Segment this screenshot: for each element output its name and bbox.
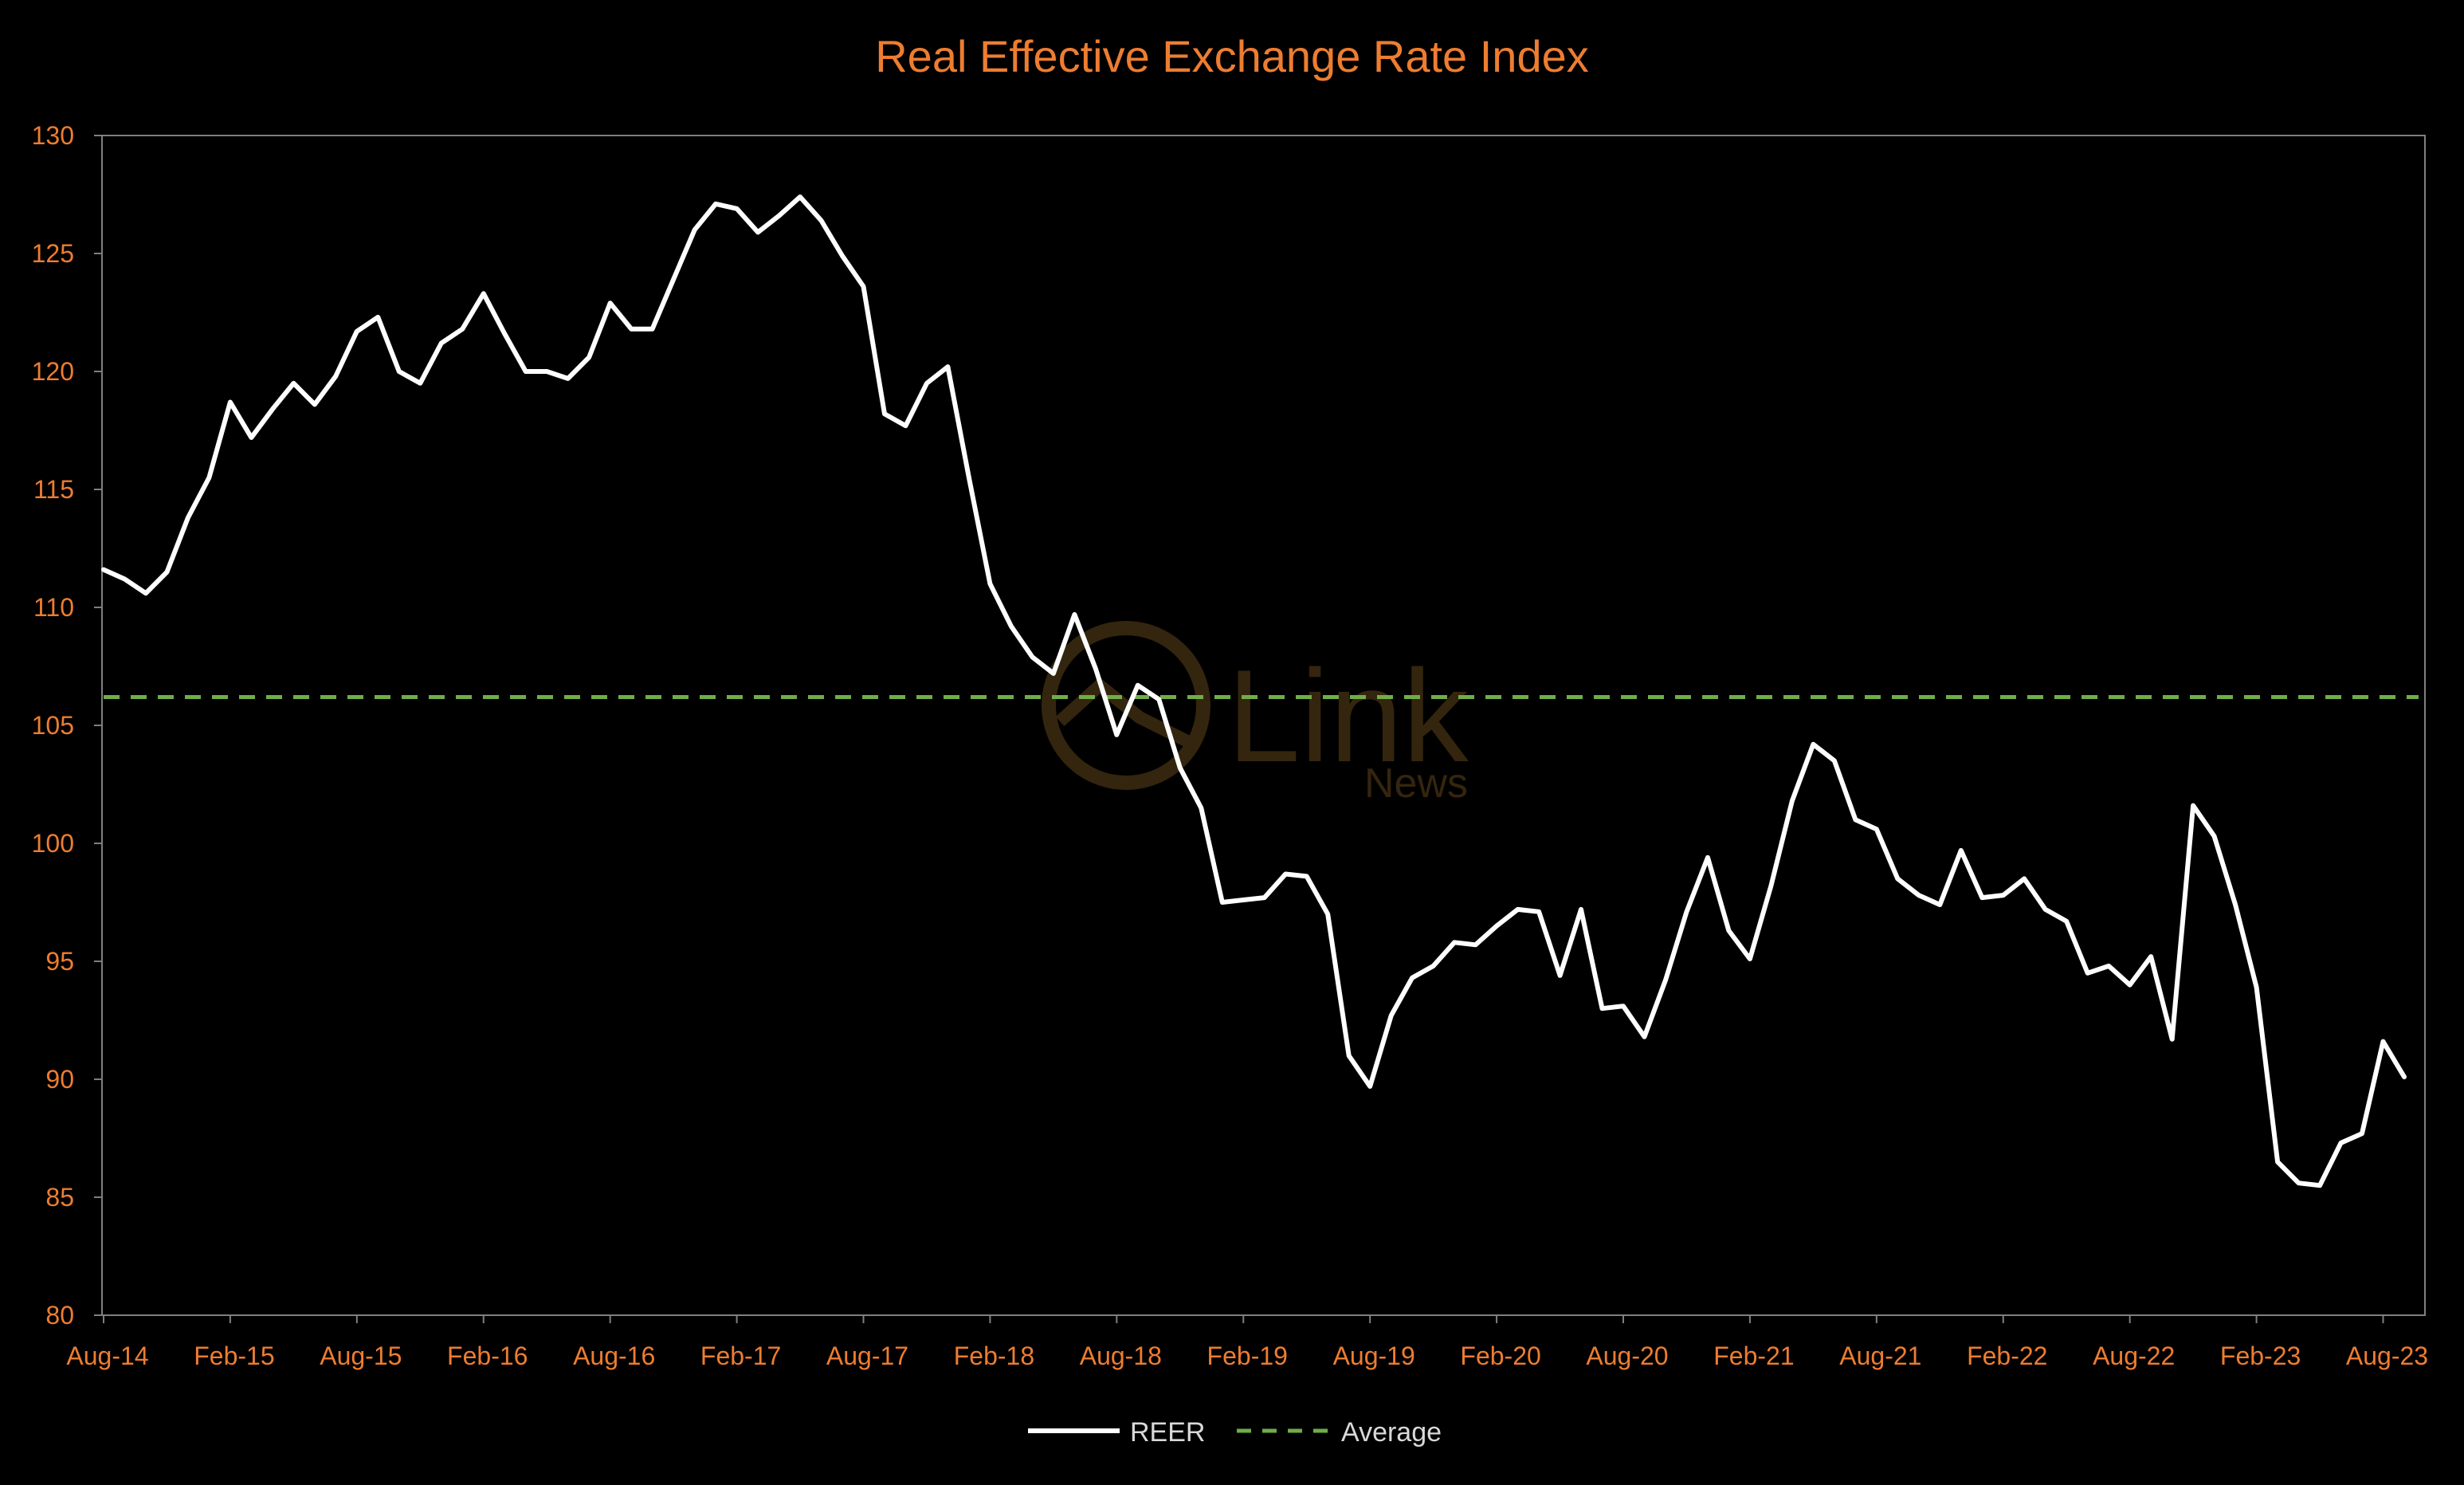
x-tick-label: Feb-22: [1967, 1342, 2047, 1370]
y-tick-label: 90: [45, 1065, 74, 1094]
x-tick-label: Feb-20: [1460, 1342, 1540, 1370]
x-tick-label: Aug-17: [826, 1342, 908, 1370]
x-tick-label: Aug-22: [2093, 1342, 2175, 1370]
x-tick-label: Aug-23: [2346, 1342, 2428, 1370]
series-layer: [101, 194, 2419, 1188]
y-tick-label: 85: [45, 1183, 74, 1212]
y-tick-label: 105: [32, 711, 74, 740]
x-tick-label: Aug-18: [1080, 1342, 1162, 1370]
legend-average-label: Average: [1341, 1417, 1442, 1448]
x-tick-label: Feb-17: [700, 1342, 781, 1370]
y-axis: 80 85 90 95 100 105 110 115 120 125 130: [32, 121, 102, 1330]
y-tick-label: 130: [32, 121, 74, 150]
legend: REER Average: [1028, 1417, 1442, 1448]
y-tick-label: 115: [33, 475, 74, 504]
watermark-arrow: [1055, 677, 1199, 752]
watermark-brand: Link: [1227, 642, 1469, 789]
legend-reer-label: REER: [1130, 1417, 1205, 1448]
x-tick-label: Aug-16: [573, 1342, 655, 1370]
reer-line: [101, 194, 2407, 1188]
x-tick-label: Feb-19: [1207, 1342, 1288, 1370]
x-tick-label: Feb-21: [1713, 1342, 1794, 1370]
y-tick-label: 95: [45, 947, 74, 976]
x-tick-label: Aug-20: [1586, 1342, 1668, 1370]
x-axis: Aug-14 Feb-15 Aug-15 Feb-16 Aug-16 Feb-17 Aug-…: [66, 1315, 2428, 1370]
x-tick-label: Aug-19: [1333, 1342, 1415, 1370]
y-tick-label: 80: [45, 1301, 74, 1330]
x-tick-label: Feb-18: [954, 1342, 1034, 1370]
y-tick-label: 110: [33, 593, 74, 622]
x-tick-label: Aug-14: [66, 1342, 148, 1370]
x-tick-label: Feb-15: [194, 1342, 274, 1370]
watermark-sub: News: [1364, 760, 1468, 807]
x-tick-label: Feb-23: [2220, 1342, 2301, 1370]
x-tick-label: Aug-15: [320, 1342, 402, 1370]
y-tick-label: 100: [32, 829, 74, 858]
x-tick-label: Feb-16: [447, 1342, 528, 1370]
chart-title: Real Effective Exchange Rate Index: [875, 31, 1589, 81]
y-tick-label: 120: [32, 357, 74, 386]
y-tick-label: 125: [32, 239, 74, 268]
watermark-ring: [1042, 621, 1210, 790]
x-tick-label: Aug-21: [1839, 1342, 1921, 1370]
